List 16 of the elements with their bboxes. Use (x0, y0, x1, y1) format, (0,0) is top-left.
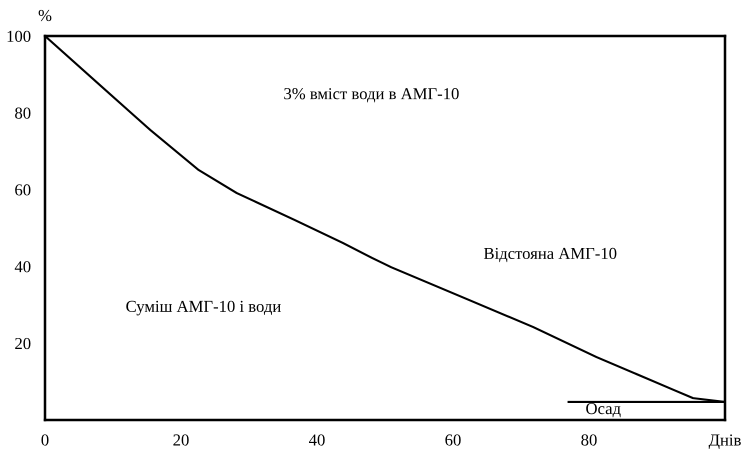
y-tick-label: 80 (15, 108, 30, 119)
annotation: Осад (586, 402, 621, 418)
x-tick-label: 40 (308, 434, 325, 446)
x-tick-label: Днів (708, 434, 741, 449)
y-tick-label: 20 (15, 338, 30, 350)
y-tick-label: 100 (8, 30, 30, 42)
y-tick-label: 40 (14, 261, 30, 272)
x-tick-label: 0 (41, 434, 49, 446)
x-tick-label: 60 (445, 434, 461, 446)
x-tick-label: 20 (173, 434, 189, 446)
annotation: Відстояна АМГ-10 (484, 248, 616, 262)
annotation: 3% вміст води в АМГ-10 (284, 88, 459, 102)
y-tick-label: 60 (15, 184, 30, 196)
x-tick-label: 80 (581, 434, 597, 446)
y-axis-title: % (38, 10, 52, 22)
annotation: Суміш АМГ-10 і води (126, 300, 281, 316)
